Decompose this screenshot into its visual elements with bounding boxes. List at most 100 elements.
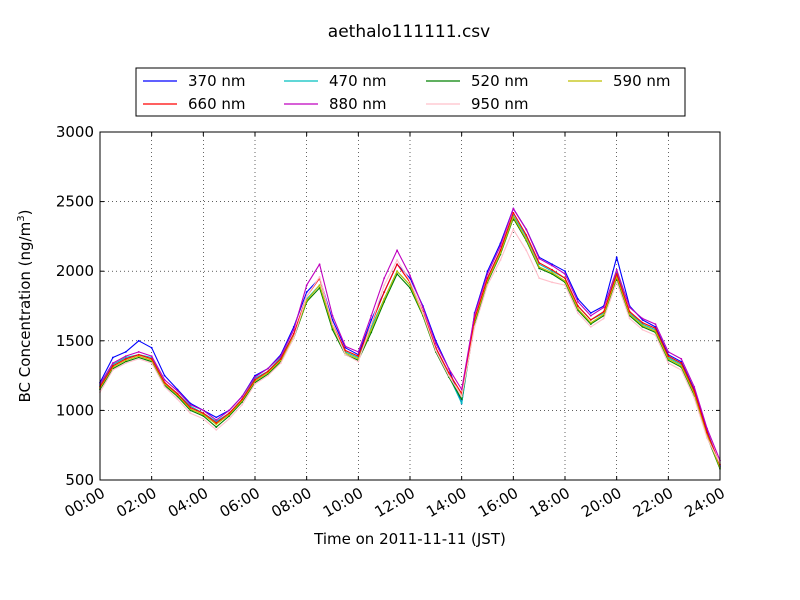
data-point-880-nm-16-30 (525, 228, 528, 231)
y-axis-label: BC Concentration (ng/m3) (16, 210, 34, 403)
data-point-950-nm-12-00 (409, 280, 411, 282)
data-point-660-nm-02-00 (150, 357, 153, 360)
data-point-660-nm-04-30 (215, 422, 218, 424)
data-point-660-nm-19-30 (602, 310, 605, 313)
data-point-370-nm-21-30 (654, 325, 657, 328)
data-point-660-nm-19-00 (589, 319, 592, 321)
data-point-590-nm-08-30 (318, 284, 321, 287)
data-point-370-nm-02-00 (150, 346, 153, 349)
legend-label-660-nm: 660 nm (188, 95, 246, 113)
data-point-950-nm-23-30 (706, 437, 708, 440)
data-point-950-nm-21-30 (654, 334, 657, 337)
legend-label-590-nm: 590 nm (613, 72, 671, 90)
data-point-880-nm-22-00 (667, 351, 670, 353)
data-point-950-nm-07-30 (292, 337, 295, 339)
data-point-880-nm-13-30 (447, 367, 450, 370)
legend-item-590-nm: 590 nm (568, 72, 671, 90)
data-point-370-nm-21-00 (641, 319, 644, 321)
data-point-590-nm-18-00 (564, 280, 566, 282)
data-point-880-nm-19-00 (589, 314, 592, 317)
data-point-590-nm-11-30 (396, 270, 398, 273)
y-tick-label-2500: 2500 (56, 193, 94, 211)
data-point-660-nm-13-30 (447, 371, 450, 374)
data-point-660-nm-09-30 (344, 349, 347, 352)
data-point-950-nm-17-00 (538, 277, 541, 280)
data-point-590-nm-17-00 (538, 266, 541, 268)
data-point-880-nm-15-30 (499, 245, 502, 248)
legend-item-370-nm: 370 nm (143, 72, 246, 90)
data-point-880-nm-21-00 (641, 317, 644, 320)
data-point-590-nm-19-30 (602, 313, 605, 316)
data-point-880-nm-10-30 (370, 314, 373, 317)
data-point-950-nm-22-30 (680, 369, 683, 371)
legend-label-520-nm: 520 nm (471, 72, 529, 90)
data-point-660-nm-01-00 (124, 357, 127, 360)
legend-box (135, 67, 686, 117)
data-point-660-nm-01-30 (137, 353, 140, 356)
data-point-660-nm-18-00 (564, 277, 566, 280)
data-point-370-nm-01-30 (137, 339, 140, 342)
data-point-660-nm-23-00 (693, 390, 696, 392)
data-point-880-nm-23-30 (706, 427, 708, 430)
data-point-590-nm-15-30 (499, 252, 502, 255)
data-point-950-nm-18-00 (564, 284, 566, 287)
data-point-950-nm-23-00 (693, 396, 696, 399)
data-point-660-nm-22-00 (667, 355, 670, 358)
data-point-950-nm-11-00 (383, 284, 386, 287)
data-point-950-nm-20-30 (628, 317, 631, 320)
y-tick-label-3000: 3000 (56, 123, 94, 141)
data-point-370-nm-01-00 (124, 351, 127, 353)
data-point-520-nm-11-30 (396, 273, 398, 275)
data-point-880-nm-18-00 (564, 273, 566, 275)
data-point-950-nm-16-30 (525, 249, 528, 252)
data-point-370-nm-00-30 (112, 356, 114, 359)
data-point-880-nm-02-00 (150, 355, 153, 358)
data-point-950-nm-15-00 (486, 284, 489, 287)
data-point-880-nm-16-00 (512, 207, 515, 210)
data-point-590-nm-06-30 (267, 371, 269, 374)
chart-title: aethalo111111.csv (328, 22, 490, 42)
data-point-660-nm-20-30 (628, 310, 631, 313)
data-point-950-nm-16-00 (512, 228, 515, 231)
data-point-470-nm-17-30 (551, 270, 553, 273)
legend: 370 nm 470 nm 520 nm 590 nm 660 nm 880 nm 950 … (135, 67, 686, 117)
data-point-880-nm-08-30 (318, 263, 321, 266)
data-point-590-nm-16-30 (525, 238, 528, 241)
data-point-880-nm-23-00 (693, 385, 696, 388)
data-point-520-nm-17-30 (551, 273, 553, 275)
data-point-590-nm-21-00 (641, 324, 644, 327)
data-point-370-nm-18-30 (577, 298, 579, 300)
data-point-520-nm-17-00 (538, 267, 541, 270)
data-point-880-nm-04-00 (202, 409, 205, 412)
data-point-370-nm-08-00 (305, 291, 308, 293)
data-point-880-nm-03-00 (176, 390, 179, 392)
data-point-880-nm-03-30 (189, 403, 192, 406)
data-point-660-nm-04-00 (202, 412, 205, 415)
data-point-950-nm-05-30 (241, 403, 243, 406)
legend-item-470-nm: 470 nm (284, 72, 387, 90)
data-point-370-nm-22-30 (680, 360, 683, 363)
data-point-880-nm-01-30 (137, 351, 140, 353)
data-point-590-nm-01-30 (137, 355, 140, 358)
data-point-520-nm-03-30 (189, 409, 192, 412)
data-point-880-nm-00-30 (112, 362, 114, 364)
data-point-950-nm-19-30 (602, 317, 605, 320)
data-point-660-nm-21-00 (641, 321, 644, 324)
data-point-880-nm-22-30 (680, 357, 683, 360)
data-point-880-nm-11-00 (383, 277, 386, 280)
data-point-660-nm-22-30 (680, 362, 683, 364)
data-point-370-nm-09-30 (344, 346, 347, 349)
series-950-nm (99, 228, 721, 465)
data-point-370-nm-04-30 (215, 416, 218, 419)
data-point-880-nm-13-00 (434, 342, 437, 345)
data-point-950-nm-06-30 (267, 374, 269, 377)
data-point-950-nm-19-00 (589, 325, 592, 328)
data-point-590-nm-17-30 (551, 271, 553, 274)
legend-label-950-nm: 950 nm (471, 95, 529, 113)
data-point-660-nm-17-30 (551, 268, 553, 271)
data-point-590-nm-19-00 (589, 321, 592, 324)
data-point-660-nm-05-00 (228, 412, 231, 415)
data-point-660-nm-07-00 (279, 357, 282, 360)
data-point-880-nm-17-00 (538, 257, 541, 260)
plot-area (100, 132, 720, 480)
